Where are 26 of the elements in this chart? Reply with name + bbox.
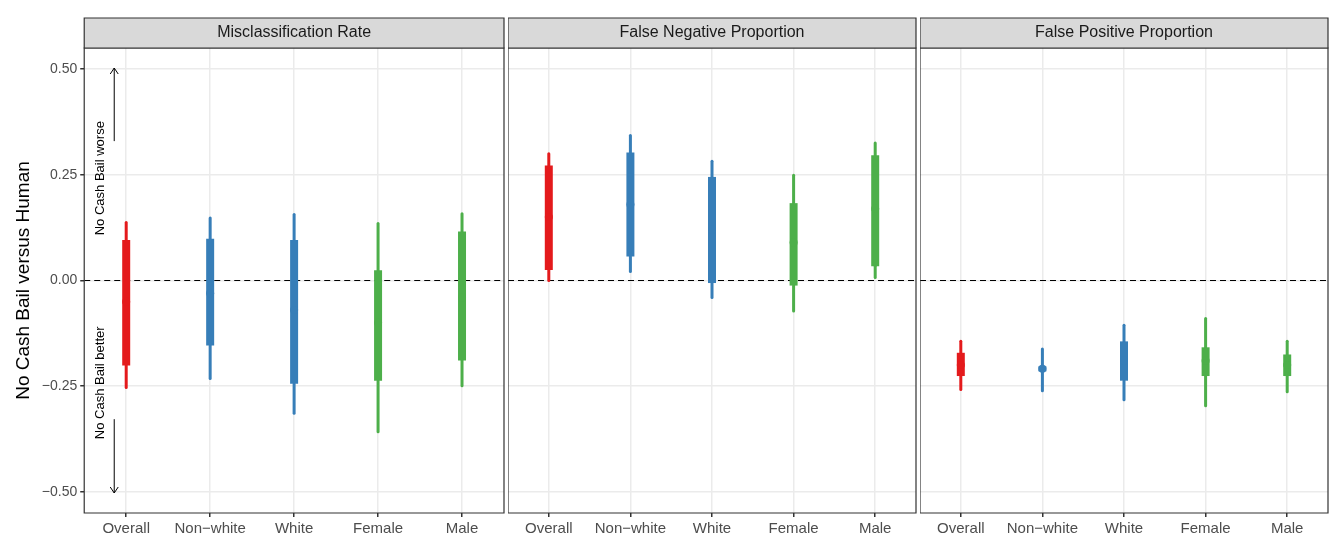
- x-tick-label: White: [692, 519, 732, 537]
- x-tick-label: Female: [1180, 519, 1231, 537]
- x-tick-label: Overall: [937, 519, 985, 537]
- x-tick-label: White: [274, 519, 314, 537]
- x-tick-label: Non−white: [1006, 519, 1079, 537]
- y-tick-label: 0.50: [49, 60, 78, 76]
- chart-title: False Positive Proportion: [1035, 23, 1213, 41]
- chart-title: False Negative Proportion: [619, 23, 805, 41]
- x-tick-label: Non−white: [594, 519, 667, 537]
- x-tick-label: Female: [353, 519, 404, 537]
- x-tick-label: Male: [445, 519, 479, 537]
- x-tick-label: Overall: [102, 519, 150, 537]
- y-tick-label: −0.25: [41, 377, 78, 394]
- x-tick-label: Non−white: [174, 519, 246, 537]
- annotation: No Cash Bail worse: [91, 121, 107, 236]
- x-tick-label: Male: [1270, 519, 1304, 537]
- y-axis-title: No Cash Bail versus Human: [11, 161, 33, 400]
- y-tick-label: −0.50: [41, 482, 78, 499]
- y-tick-label: 0.00: [49, 271, 78, 288]
- y-tick-label: 0.25: [49, 165, 78, 182]
- chart-title: Misclassification Rate: [217, 23, 372, 41]
- x-tick-label: Male: [858, 519, 892, 537]
- annotation: No Cash Bail better: [91, 325, 107, 440]
- x-tick-label: Female: [768, 519, 819, 537]
- x-tick-label: Overall: [525, 519, 573, 537]
- x-tick-label: White: [1104, 519, 1144, 537]
